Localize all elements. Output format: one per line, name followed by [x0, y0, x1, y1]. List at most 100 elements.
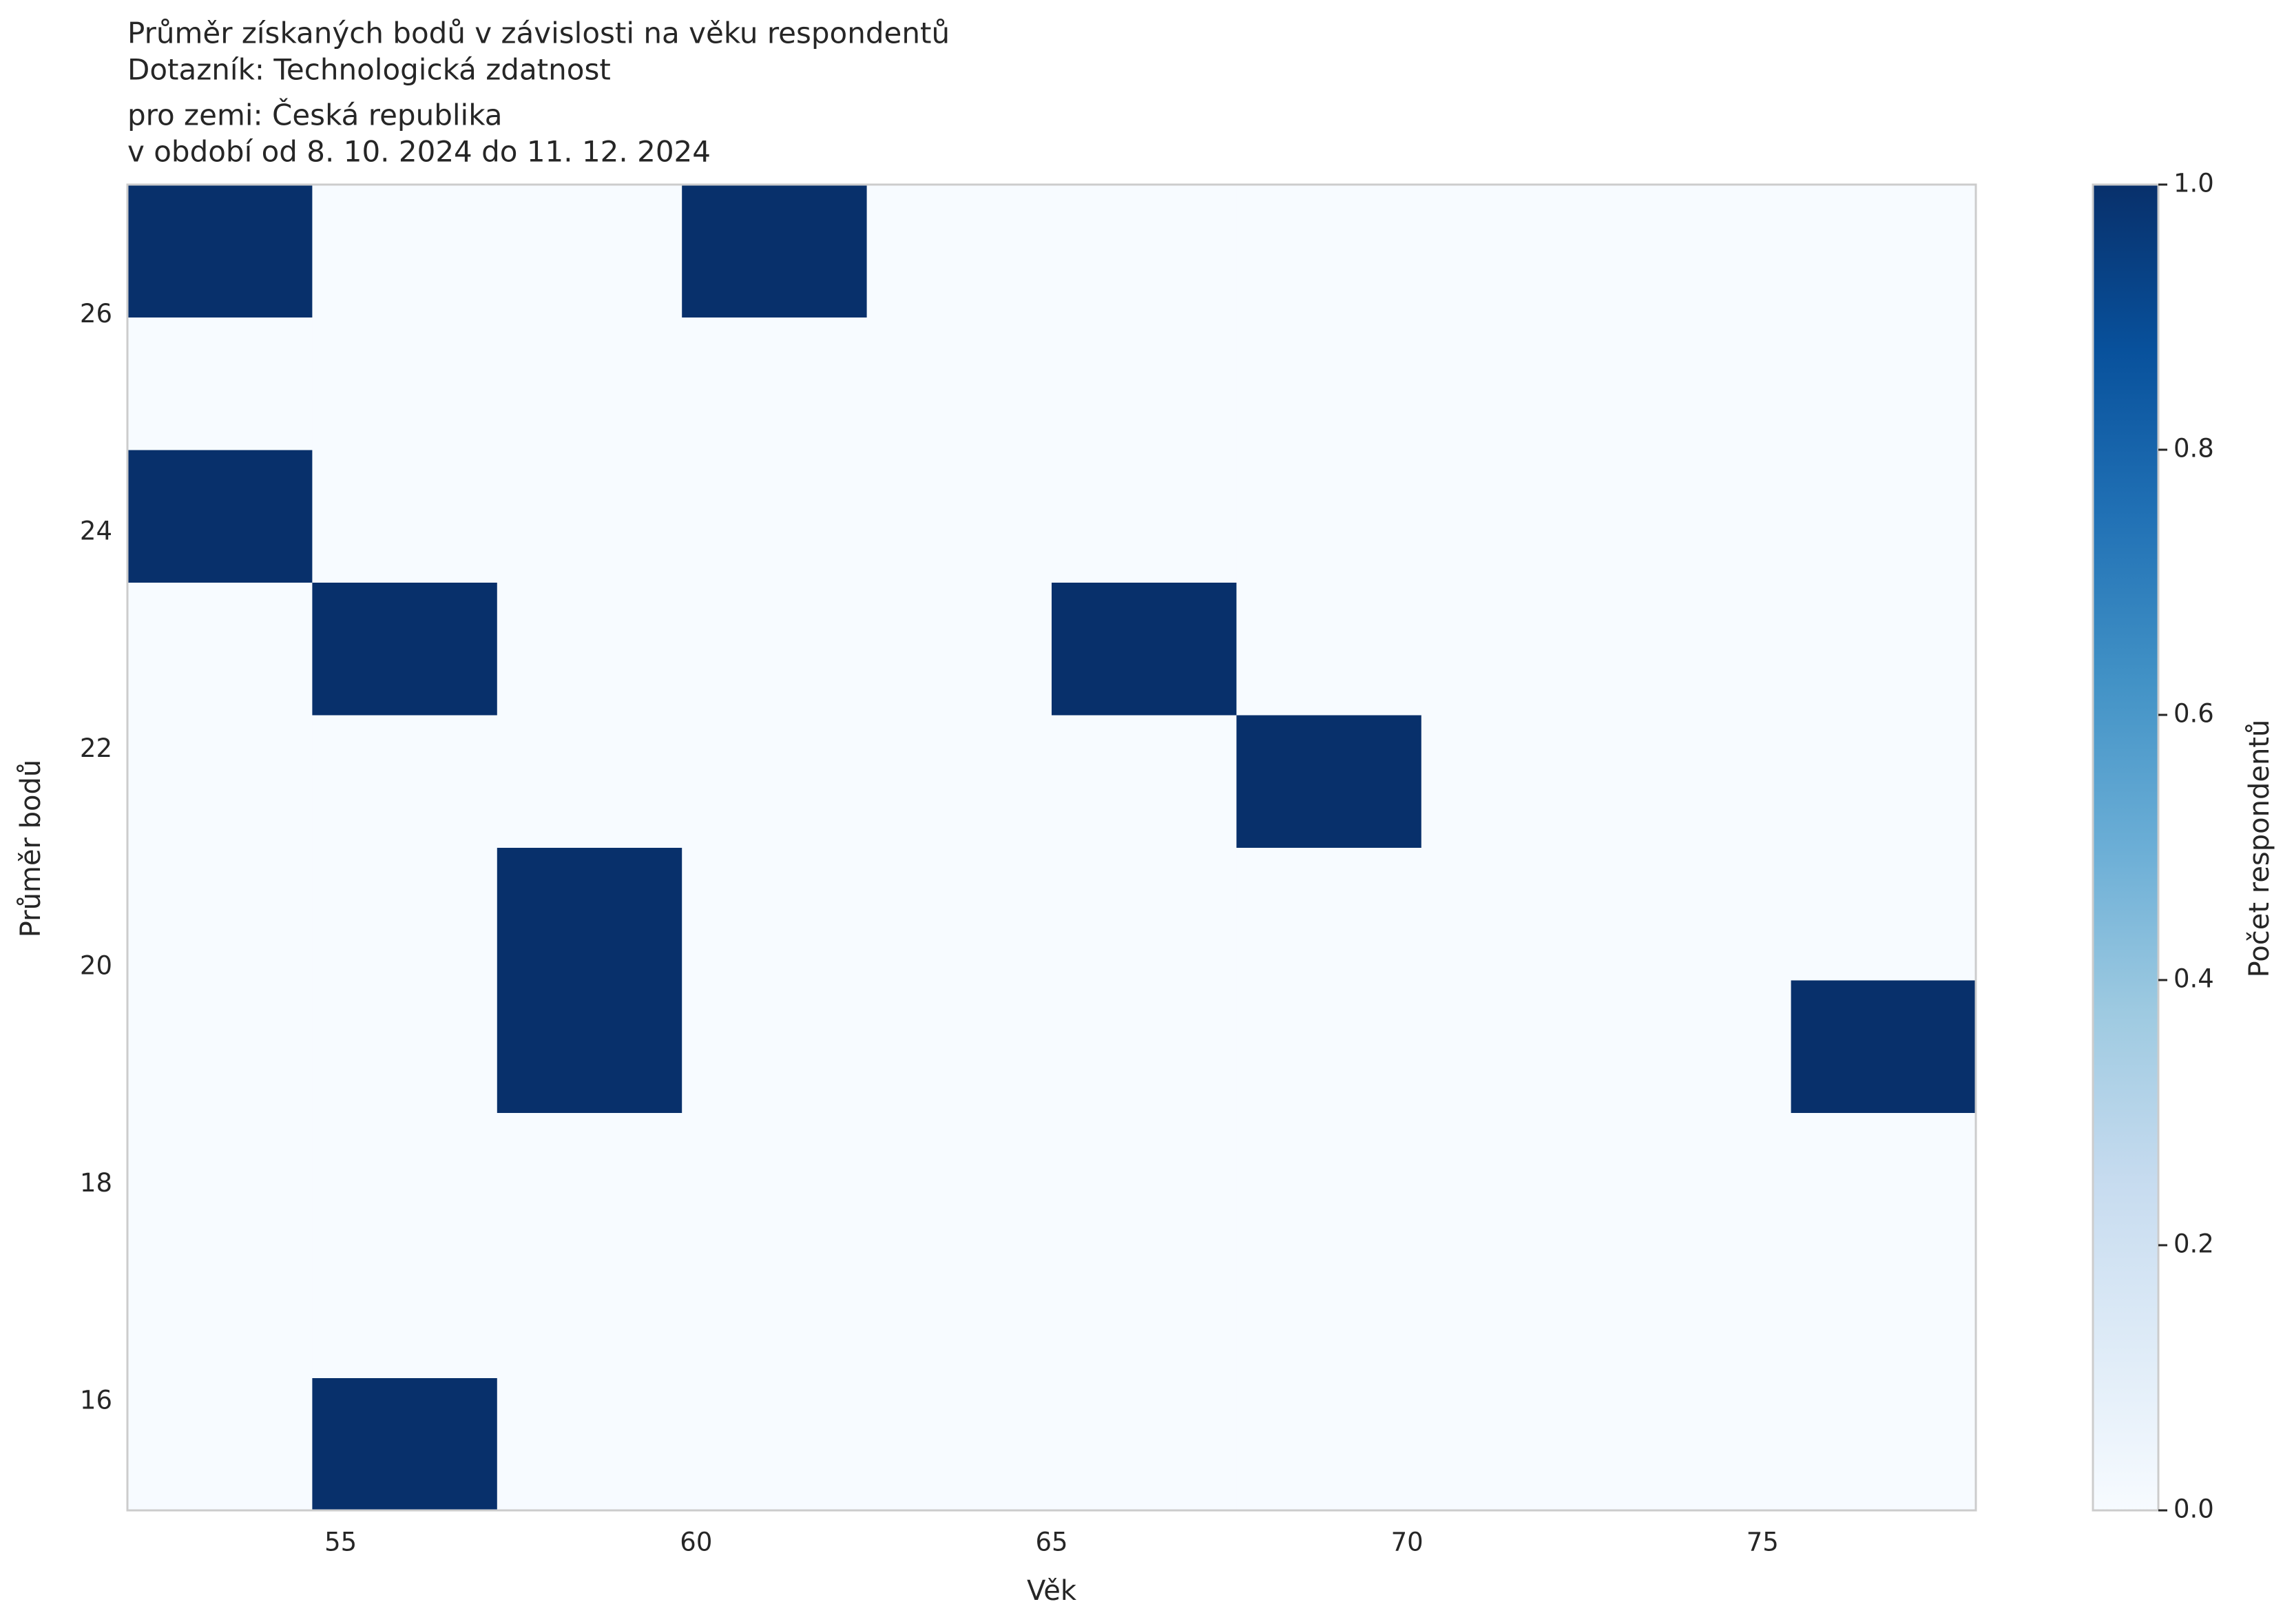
heatmap-cell: [1236, 715, 1422, 848]
heatmap-cell: [127, 1245, 313, 1378]
heatmap-cell: [1236, 847, 1422, 981]
heatmap-cell: [312, 185, 498, 317]
y-tick-label: 22: [80, 733, 112, 763]
heatmap-cell: [1421, 1245, 1607, 1378]
x-axis-label: Věk: [1027, 1575, 1077, 1607]
plot-frame: [126, 183, 1977, 1512]
x-tick-label: 70: [1391, 1528, 1424, 1557]
y-axis-label: Průměr bodů: [15, 760, 47, 938]
heatmap-cell: [1052, 185, 1237, 317]
heatmap-cell: [682, 847, 868, 981]
heatmap-cell: [497, 1377, 682, 1511]
colorbar-tick-label: 0.0: [2173, 1495, 2214, 1524]
heatmap-cell: [1052, 317, 1237, 450]
heatmap-cell: [682, 1377, 868, 1511]
heatmap-cell: [1791, 1112, 1977, 1246]
heatmap-cell: [1421, 1377, 1607, 1511]
heatmap-cell: [1052, 1112, 1237, 1246]
x-tick-label: 65: [1035, 1528, 1067, 1557]
heatmap-cell: [1236, 980, 1422, 1113]
heatmap-cell: [127, 185, 313, 317]
heatmap-cell: [312, 582, 498, 716]
heatmap-cell: [866, 1377, 1052, 1511]
heatmap-cell: [127, 1377, 313, 1511]
heatmap-cell: [1421, 847, 1607, 981]
y-tick-label: 18: [80, 1168, 112, 1198]
heatmap-cell: [1052, 582, 1237, 716]
heatmap-cell: [497, 1112, 682, 1246]
heatmap-cell: [1606, 1112, 1792, 1246]
heatmap-cell: [1052, 1377, 1237, 1511]
heatmap-cell: [1236, 582, 1422, 716]
heatmap-cell: [1791, 1377, 1977, 1511]
heatmap-cell: [497, 185, 682, 317]
heatmap-cell: [866, 847, 1052, 981]
heatmap-cell: [127, 317, 313, 450]
heatmap-cell: [1052, 980, 1237, 1113]
heatmap-cell: [1421, 450, 1607, 583]
heatmap-cell: [497, 847, 682, 981]
heatmap-cell: [1052, 847, 1237, 981]
heatmap-cell: [127, 715, 313, 848]
heatmap-cell: [866, 1112, 1052, 1246]
heatmap-cell: [682, 980, 868, 1113]
x-tick-label: 55: [324, 1528, 357, 1557]
heatmap-cell: [312, 1377, 498, 1511]
x-tick-label: 60: [680, 1528, 712, 1557]
heatmap-cell: [1236, 450, 1422, 583]
heatmap-cell: [1052, 715, 1237, 848]
heatmap-cell: [866, 1245, 1052, 1378]
heatmap-cell: [682, 1245, 868, 1378]
colorbar-tick-label: 0.4: [2173, 964, 2214, 994]
heatmap-cell: [682, 317, 868, 450]
heatmap-cell: [1606, 1377, 1792, 1511]
heatmap-cell: [1791, 317, 1977, 450]
heatmap-cell: [682, 582, 868, 716]
heatmap-cell: [1606, 715, 1792, 848]
heatmap-cell: [312, 1245, 498, 1378]
heatmap-cell: [1421, 715, 1607, 848]
colorbar-label: Počet respondentů: [2244, 720, 2275, 978]
heatmap-cell: [312, 1112, 498, 1246]
heatmap-cell: [1236, 1245, 1422, 1378]
heatmap-cell: [1791, 185, 1977, 317]
heatmap-cell: [1421, 1112, 1607, 1246]
heatmap-cell: [1791, 1245, 1977, 1378]
chart-title: pro zemi: Česká republika: [127, 98, 503, 132]
heatmap-cell: [1236, 1377, 1422, 1511]
heatmap-cell: [312, 317, 498, 450]
heatmap-cell: [1791, 847, 1977, 981]
heatmap-cell: [1791, 715, 1977, 848]
heatmap-cell: [1606, 450, 1792, 583]
colorbar: [2092, 183, 2160, 1512]
heatmap-cell: [1791, 980, 1977, 1113]
heatmap-cell: [866, 185, 1052, 317]
heatmap-cell: [1421, 980, 1607, 1113]
heatmap-cell: [1606, 980, 1792, 1113]
heatmap-cell: [497, 582, 682, 716]
heatmap-cell: [1791, 450, 1977, 583]
heatmap-cell: [682, 715, 868, 848]
heatmap-cell: [1236, 317, 1422, 450]
heatmap-cell: [497, 317, 682, 450]
heatmap-cell: [866, 450, 1052, 583]
heatmap-cell: [866, 582, 1052, 716]
heatmap-cell: [497, 980, 682, 1113]
heatmap-cell: [1236, 185, 1422, 317]
heatmap-cell: [312, 715, 498, 848]
heatmap-cell: [127, 1112, 313, 1246]
heatmap-cell: [127, 980, 313, 1113]
heatmap-cell: [312, 980, 498, 1113]
heatmap-cell: [1606, 185, 1792, 317]
heatmap-cell: [866, 317, 1052, 450]
heatmap-cell: [1421, 582, 1607, 716]
heatmap-cell: [1421, 317, 1607, 450]
colorbar-tick-label: 0.2: [2173, 1229, 2214, 1259]
heatmap-cell: [1606, 582, 1792, 716]
y-tick-label: 26: [80, 299, 112, 329]
heatmap-cell: [312, 847, 498, 981]
heatmap-cell: [1791, 582, 1977, 716]
heatmap-cell: [312, 450, 498, 583]
chart-title: Průměr získaných bodů v závislosti na vě…: [127, 17, 950, 50]
heatmap-cell: [127, 582, 313, 716]
